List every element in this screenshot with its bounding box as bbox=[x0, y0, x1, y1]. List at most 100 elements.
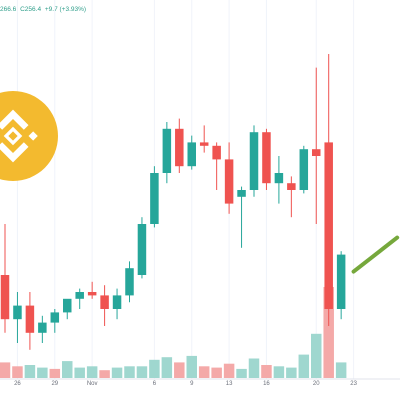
x-axis: 26 29 Nov 6 9 13 16 20 23 bbox=[0, 378, 400, 387]
candle-body bbox=[125, 268, 134, 296]
x-tick-label: 9 bbox=[190, 381, 194, 387]
change-value: +9.7 (+3.93%) bbox=[44, 6, 87, 13]
candle-body bbox=[75, 292, 84, 299]
x-tick-label: 13 bbox=[226, 381, 233, 387]
candle bbox=[150, 166, 159, 228]
candle bbox=[63, 298, 72, 320]
x-tick-label: 29 bbox=[51, 381, 58, 387]
candle bbox=[212, 142, 221, 190]
volume-bar bbox=[111, 367, 123, 378]
volume-bar bbox=[0, 362, 11, 378]
volume-bar bbox=[311, 333, 322, 378]
x-tick-label: 26 bbox=[14, 381, 21, 387]
volume-bar bbox=[136, 366, 148, 378]
candle bbox=[175, 118, 184, 173]
volume-bar bbox=[261, 365, 272, 378]
candle bbox=[87, 281, 97, 299]
candle-body bbox=[324, 142, 333, 309]
x-tick-label: Nov bbox=[87, 381, 98, 387]
candle bbox=[324, 54, 333, 326]
candle-body bbox=[187, 142, 196, 167]
candle-body bbox=[100, 295, 109, 309]
volume-bar bbox=[223, 363, 235, 378]
close-value: C256.4 bbox=[20, 6, 42, 13]
candle-body bbox=[274, 173, 284, 184]
volume-bar bbox=[273, 366, 285, 378]
candle bbox=[262, 128, 271, 190]
volume-bar bbox=[198, 366, 210, 378]
candle bbox=[199, 125, 209, 153]
volume-bar bbox=[286, 367, 297, 378]
volume-bar bbox=[99, 370, 110, 378]
candle bbox=[50, 309, 60, 333]
candle-body bbox=[150, 173, 159, 224]
candle-body bbox=[0, 275, 10, 320]
candle bbox=[162, 122, 172, 184]
candle-body bbox=[112, 295, 122, 309]
volume-bar bbox=[323, 287, 334, 378]
candle-body bbox=[212, 145, 221, 160]
candle bbox=[187, 135, 196, 170]
volume-bar bbox=[24, 365, 36, 378]
candle bbox=[0, 224, 10, 333]
candle-body bbox=[312, 149, 321, 156]
candle-body bbox=[262, 132, 271, 184]
volume-bar bbox=[74, 367, 85, 378]
bnb-logo-icon bbox=[0, 91, 58, 181]
candle bbox=[75, 288, 84, 309]
volume-bar bbox=[149, 359, 160, 378]
candle-body bbox=[162, 128, 172, 173]
candle-body bbox=[199, 142, 209, 146]
candle-layer bbox=[0, 54, 346, 350]
candle bbox=[125, 261, 134, 303]
volume-bar bbox=[211, 367, 222, 378]
candle bbox=[100, 285, 109, 326]
candle bbox=[25, 292, 35, 350]
volume-bar bbox=[298, 354, 310, 378]
candle bbox=[112, 288, 122, 320]
volume-bar bbox=[161, 357, 173, 378]
candle-body bbox=[63, 298, 72, 313]
candle-body bbox=[13, 305, 22, 320]
volume-layer bbox=[0, 287, 347, 378]
candle bbox=[249, 125, 259, 197]
ohlc-readout: 266.6 C256.4 +9.7 (+3.93%) bbox=[0, 6, 88, 18]
volume-bar bbox=[236, 368, 247, 378]
candle-body bbox=[175, 128, 184, 167]
volume-bar bbox=[86, 366, 98, 378]
candle bbox=[274, 156, 284, 204]
candle bbox=[299, 145, 309, 194]
candle-body bbox=[249, 132, 259, 190]
volume-bar bbox=[186, 355, 197, 378]
candle-body bbox=[224, 159, 234, 204]
volume-bar bbox=[174, 362, 185, 378]
candle bbox=[336, 251, 346, 320]
candle-body bbox=[299, 149, 309, 190]
trend-layer bbox=[351, 235, 400, 274]
volume-bar bbox=[62, 361, 73, 378]
volume-bar bbox=[124, 366, 135, 378]
x-tick-label: 20 bbox=[313, 381, 320, 387]
x-tick-label: 16 bbox=[263, 381, 270, 387]
x-tick-label: 6 bbox=[153, 381, 157, 387]
volume-bar bbox=[335, 362, 347, 378]
last-value: 266.6 bbox=[0, 6, 17, 13]
candle-body bbox=[137, 224, 147, 275]
trend-line bbox=[351, 235, 400, 274]
volume-bar bbox=[12, 366, 23, 378]
candle-body bbox=[237, 190, 246, 197]
candle bbox=[224, 142, 234, 214]
candle bbox=[312, 67, 321, 224]
candle bbox=[287, 176, 296, 218]
candle-body bbox=[287, 183, 296, 190]
candle-body bbox=[87, 292, 97, 296]
candle-body bbox=[50, 312, 60, 323]
candle-body bbox=[25, 305, 35, 333]
candle-body bbox=[336, 254, 346, 309]
candle bbox=[13, 292, 22, 343]
candle bbox=[137, 217, 147, 279]
candle bbox=[237, 186, 246, 248]
volume-bar bbox=[248, 358, 260, 378]
